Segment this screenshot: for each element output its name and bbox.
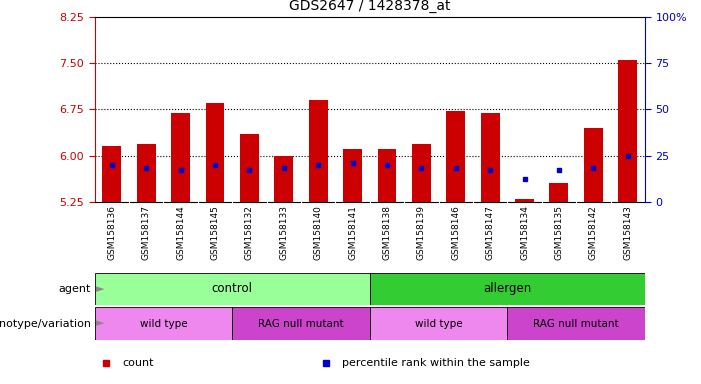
Bar xyxy=(95,307,232,340)
Text: GSM158138: GSM158138 xyxy=(383,205,391,260)
Text: RAG null mutant: RAG null mutant xyxy=(258,318,343,329)
Bar xyxy=(412,144,431,202)
Bar xyxy=(232,307,370,340)
Text: GSM158143: GSM158143 xyxy=(623,205,632,260)
Text: GSM158134: GSM158134 xyxy=(520,205,529,260)
Bar xyxy=(343,149,362,202)
Text: ►: ► xyxy=(96,284,104,294)
Bar xyxy=(550,183,569,202)
Bar xyxy=(205,103,224,202)
Bar xyxy=(447,111,465,202)
Text: wild type: wild type xyxy=(139,318,187,329)
Bar xyxy=(137,144,156,202)
Bar xyxy=(240,134,259,202)
Text: GSM158141: GSM158141 xyxy=(348,205,357,260)
Bar xyxy=(370,273,645,305)
Bar xyxy=(481,113,500,202)
Text: allergen: allergen xyxy=(483,283,531,295)
Text: genotype/variation: genotype/variation xyxy=(0,318,91,329)
Text: GSM158132: GSM158132 xyxy=(245,205,254,260)
Title: GDS2647 / 1428378_at: GDS2647 / 1428378_at xyxy=(289,0,451,13)
Text: GSM158140: GSM158140 xyxy=(313,205,322,260)
Text: GSM158147: GSM158147 xyxy=(486,205,495,260)
Text: GSM158145: GSM158145 xyxy=(210,205,219,260)
Bar xyxy=(584,128,603,202)
Bar xyxy=(508,307,645,340)
Bar xyxy=(95,273,370,305)
Bar xyxy=(308,100,327,202)
Text: GSM158144: GSM158144 xyxy=(176,205,185,260)
Text: GSM158146: GSM158146 xyxy=(451,205,461,260)
Text: count: count xyxy=(122,358,154,368)
Text: agent: agent xyxy=(59,284,91,294)
Text: GSM158142: GSM158142 xyxy=(589,205,598,260)
Bar xyxy=(378,149,397,202)
Text: RAG null mutant: RAG null mutant xyxy=(533,318,619,329)
Bar xyxy=(618,60,637,202)
Text: GSM158133: GSM158133 xyxy=(279,205,288,260)
Text: GSM158136: GSM158136 xyxy=(107,205,116,260)
Bar xyxy=(102,146,121,202)
Text: GSM158135: GSM158135 xyxy=(554,205,564,260)
Bar xyxy=(274,156,293,202)
Text: ►: ► xyxy=(96,318,104,329)
Text: GSM158139: GSM158139 xyxy=(417,205,426,260)
Bar xyxy=(515,199,534,202)
Text: control: control xyxy=(212,283,252,295)
Bar xyxy=(171,113,190,202)
Text: wild type: wild type xyxy=(415,318,463,329)
Bar xyxy=(370,307,508,340)
Text: GSM158137: GSM158137 xyxy=(142,205,151,260)
Text: percentile rank within the sample: percentile rank within the sample xyxy=(342,358,530,368)
